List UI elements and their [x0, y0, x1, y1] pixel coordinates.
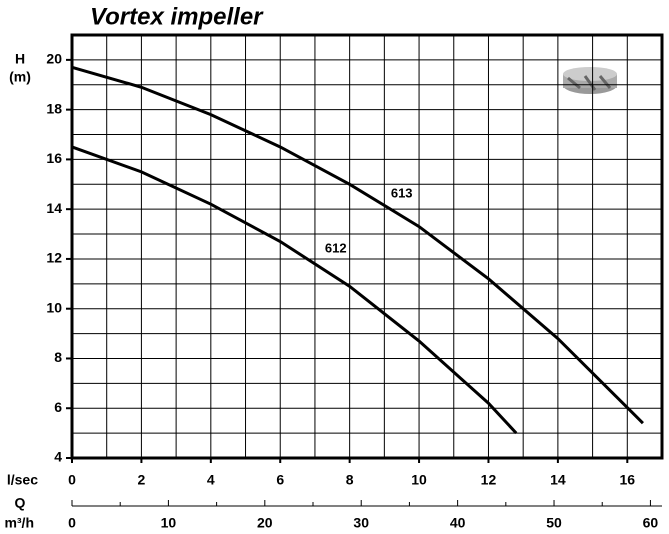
y-tick-label: 4 [54, 449, 62, 465]
chart-title: Vortex impeller [90, 3, 264, 30]
x-label: l/sec [7, 472, 38, 488]
x-tick-label: 14 [550, 472, 566, 488]
x2-tick-label: 0 [68, 515, 76, 531]
curve [72, 147, 516, 433]
x-tick-label: 4 [207, 472, 215, 488]
x-tick-label: 6 [276, 472, 284, 488]
x2-tick-label: 50 [546, 515, 562, 531]
y-tick-label: 12 [46, 250, 62, 266]
x2-tick-label: 40 [450, 515, 466, 531]
impeller-icon [563, 67, 617, 94]
x2-tick-label: 30 [353, 515, 369, 531]
x2-label: Q [15, 495, 26, 511]
x-tick-label: 0 [68, 472, 76, 488]
x-tick-label: 12 [481, 472, 497, 488]
y-label: H [15, 51, 25, 67]
x2-label: m³/h [4, 515, 34, 531]
y-label: (m) [9, 69, 31, 85]
x-tick-label: 16 [620, 472, 636, 488]
x2-tick-label: 10 [161, 515, 177, 531]
y-tick-label: 6 [54, 399, 62, 415]
x-tick-label: 2 [138, 472, 146, 488]
y-tick-label: 18 [46, 100, 62, 116]
chart: Vortex impeller H (m) l/sec Q m³/h 4 6 8 10… [0, 0, 669, 534]
curve [72, 67, 643, 423]
y-tick-label: 14 [46, 200, 62, 216]
x-tick-label: 10 [411, 472, 427, 488]
y-tick-label: 16 [46, 150, 62, 166]
x-tick-label: 8 [346, 472, 354, 488]
x2-tick-label: 20 [257, 515, 273, 531]
y-tick-label: 20 [46, 51, 62, 67]
y-tick-label: 8 [54, 349, 62, 365]
x2-tick-label: 60 [643, 515, 659, 531]
plot-frame [72, 35, 662, 458]
y-tick-label: 10 [46, 299, 62, 315]
curve-label: 612 [325, 240, 347, 255]
curve-label: 613 [391, 186, 413, 201]
